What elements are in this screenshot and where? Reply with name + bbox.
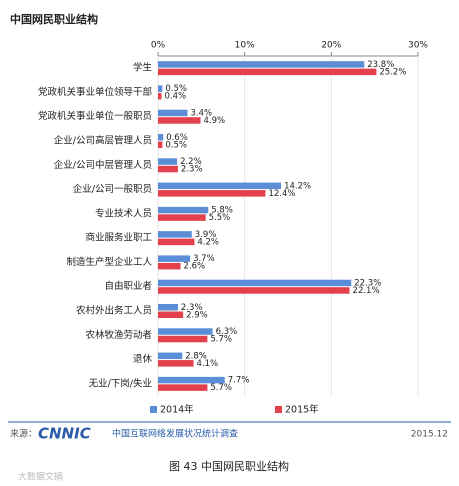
y-tick-label: 农村外出务工人员	[76, 305, 152, 317]
x-tick-label: 10%	[235, 41, 255, 51]
date: 2015.12	[411, 430, 448, 440]
bar	[158, 165, 178, 173]
legend-label: 2015年	[285, 404, 319, 416]
watermark: 大数据文摘	[18, 471, 63, 483]
y-tick-label: 农林牧渔劳动者	[85, 329, 152, 341]
value-label: 0.5%	[165, 84, 187, 94]
bar	[158, 328, 213, 335]
bar	[158, 262, 181, 270]
bar	[158, 335, 208, 343]
value-label: 2.2%	[180, 157, 202, 167]
bar	[158, 238, 195, 246]
source-label: 来源：	[10, 429, 37, 440]
bar	[158, 384, 208, 391]
value-label: 5.5%	[209, 213, 231, 223]
bar	[158, 304, 178, 311]
bar	[158, 117, 201, 124]
value-label: 23.8%	[367, 60, 394, 70]
bar	[158, 61, 365, 68]
value-label: 22.1%	[353, 286, 380, 296]
x-tick-label: 30%	[408, 41, 428, 51]
bar	[158, 109, 188, 117]
brand: CNNIC	[38, 425, 91, 443]
y-tick-label: 退休	[133, 353, 153, 365]
legend-label: 2014年	[160, 404, 194, 416]
legend-swatch	[150, 406, 157, 413]
value-label: 2.9%	[186, 310, 208, 320]
caption: 图 43 中国网民职业结构	[169, 459, 289, 473]
y-tick-label: 专业技术人员	[95, 207, 152, 219]
bar	[158, 360, 194, 367]
bar	[158, 158, 178, 165]
value-label: 4.1%	[197, 359, 219, 369]
bar	[158, 182, 282, 190]
value-label: 14.2%	[284, 181, 311, 191]
value-label: 6.3%	[216, 327, 238, 337]
value-label: 3.9%	[195, 230, 217, 240]
value-label: 2.3%	[181, 165, 203, 175]
bar	[158, 85, 163, 92]
value-label: 5.8%	[211, 206, 233, 216]
bar	[158, 214, 206, 221]
y-tick-label: 企业/公司中层管理人员	[54, 159, 152, 171]
bar	[158, 92, 162, 100]
bar	[158, 190, 266, 197]
value-label: 3.4%	[190, 108, 212, 118]
bar	[158, 231, 192, 238]
y-tick-label: 商业服务业职工	[85, 232, 152, 244]
x-tick-label: 20%	[321, 41, 341, 51]
y-tick-label: 自由职业者	[104, 280, 152, 292]
legend-swatch	[275, 406, 282, 413]
bar	[158, 141, 163, 148]
bar	[158, 134, 164, 141]
value-label: 4.9%	[203, 116, 225, 126]
bar	[158, 206, 209, 214]
y-tick-label: 党政机关事业单位领导干部	[38, 86, 152, 98]
bar	[158, 311, 184, 318]
value-label: 0.4%	[164, 92, 186, 102]
bar	[158, 255, 191, 262]
value-label: 3.7%	[193, 254, 215, 264]
value-label: 2.6%	[184, 262, 206, 272]
bar	[158, 68, 377, 76]
value-label: 4.2%	[197, 237, 219, 247]
y-tick-label: 企业/公司高层管理人员	[54, 135, 152, 147]
bar	[158, 352, 183, 360]
value-label: 2.3%	[181, 303, 203, 313]
value-label: 0.5%	[165, 140, 187, 150]
value-label: 25.2%	[379, 67, 406, 77]
y-tick-label: 无业/下岗/失业	[89, 377, 152, 389]
y-tick-label: 学生	[133, 62, 153, 74]
source: 中国互联网络发展状况统计调查	[112, 428, 238, 440]
value-label: 7.7%	[228, 376, 250, 386]
value-label: 22.3%	[354, 278, 381, 288]
value-label: 5.7%	[210, 383, 232, 393]
chart-title: 中国网民职业结构	[10, 12, 98, 26]
value-label: 5.7%	[210, 335, 232, 345]
bar	[158, 279, 352, 287]
x-tick-label: 0%	[151, 41, 166, 51]
bar	[158, 287, 350, 294]
y-tick-label: 党政机关事业单位一般职员	[38, 110, 152, 122]
value-label: 2.8%	[185, 351, 207, 361]
y-tick-label: 企业/公司一般职员	[73, 183, 152, 195]
bar	[158, 376, 225, 384]
y-tick-label: 制造生产型企业工人	[66, 256, 152, 268]
value-label: 0.6%	[166, 133, 188, 143]
value-label: 12.4%	[268, 189, 295, 199]
